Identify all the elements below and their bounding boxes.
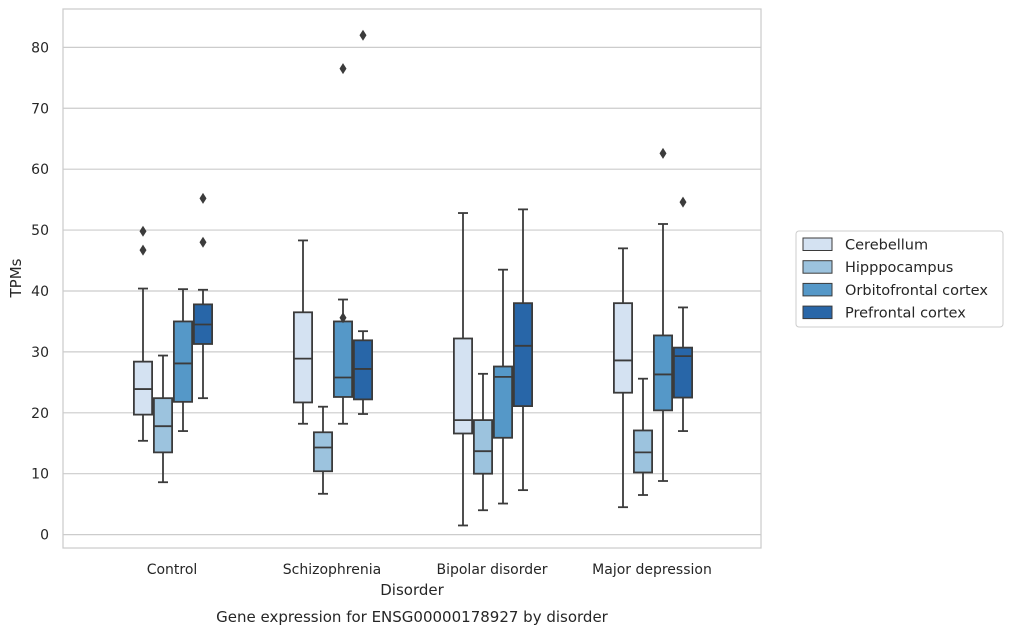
box-body <box>472 419 493 475</box>
x-tick-label: Control <box>147 562 198 578</box>
box-body <box>152 397 173 454</box>
box-2-0 <box>172 288 193 432</box>
box-0-2 <box>452 212 473 527</box>
legend-swatch <box>802 282 833 297</box>
box-body <box>452 337 473 435</box>
box-3-2 <box>513 208 534 492</box>
y-tick-label: 50 <box>31 223 49 239</box>
y-tick-label: 80 <box>31 40 49 56</box>
legend-swatch <box>802 260 833 274</box>
legend-frame <box>795 230 1004 328</box>
y-tick-label: 0 <box>40 528 49 544</box>
legend-item-label: Hipppocampus <box>845 260 953 276</box>
box-body <box>633 429 654 474</box>
box-0-0 <box>132 225 153 442</box>
box-0-3 <box>613 247 634 509</box>
box-3-3 <box>673 196 694 432</box>
outlier-point <box>199 192 207 204</box>
chart-title: Gene expression for ENSG00000178927 by d… <box>216 608 609 626</box>
box-1-2 <box>472 372 493 512</box>
legend-swatch <box>802 305 833 320</box>
box-2-2 <box>492 268 513 505</box>
box-body <box>352 339 373 401</box>
outlier-point <box>139 244 147 256</box>
box-2-3 <box>653 147 674 482</box>
y-tick-label: 70 <box>31 101 49 117</box>
box-1-0 <box>152 354 173 484</box>
y-tick-label: 40 <box>31 284 49 300</box>
box-body <box>132 360 153 416</box>
x-tick-label: Bipolar disorder <box>436 562 547 578</box>
y-tick-label: 20 <box>31 406 49 422</box>
outlier-point <box>199 236 207 248</box>
x-axis-label: Disorder <box>380 581 444 599</box>
outlier-point <box>339 63 347 75</box>
y-tick-label: 60 <box>31 162 49 178</box>
box-body <box>292 311 313 404</box>
legend-item-label: Orbitofrontal cortex <box>845 283 988 299</box>
y-axis-label: TPMs <box>7 258 25 298</box>
box-body <box>673 346 694 399</box>
y-tick-labels: 0 10 20 30 40 50 60 70 80 <box>31 40 49 543</box>
outlier-point <box>139 225 147 237</box>
box-3-0 <box>192 192 213 400</box>
legend-swatch <box>802 237 833 251</box>
x-tick-label: Schizophrenia <box>283 562 381 578</box>
grid-lines <box>63 46 761 536</box>
plot-frame <box>62 8 762 549</box>
legend-item-label: Cerebellum <box>845 238 928 254</box>
outlier-point <box>359 29 367 41</box>
box-body <box>312 431 333 473</box>
outlier-point <box>659 147 667 159</box>
box-1-3 <box>633 377 654 496</box>
outlier-point <box>339 312 347 324</box>
y-tick-label: 30 <box>31 345 49 361</box>
box-body <box>492 365 513 439</box>
legend: Cerebellum Hipppocampus Orbitofrontal cort… <box>795 230 1004 328</box>
box-3-1 <box>352 29 373 415</box>
x-tick-label: Major depression <box>592 562 712 578</box>
box-body <box>613 302 634 394</box>
box-body <box>513 302 534 407</box>
box-body <box>172 320 193 403</box>
x-tick-labels: Control Schizophrenia Bipolar disorder Majo… <box>147 562 712 578</box>
plot-boxes <box>132 29 694 527</box>
box-body <box>332 320 353 398</box>
box-1-1 <box>312 405 333 495</box>
box-2-1 <box>332 63 353 425</box>
y-tick-label: 10 <box>31 467 49 483</box>
legend-item-label: Prefrontal cortex <box>845 306 966 322</box>
box-body <box>653 334 674 412</box>
outlier-point <box>679 196 687 208</box>
box-0-1 <box>292 239 313 425</box>
